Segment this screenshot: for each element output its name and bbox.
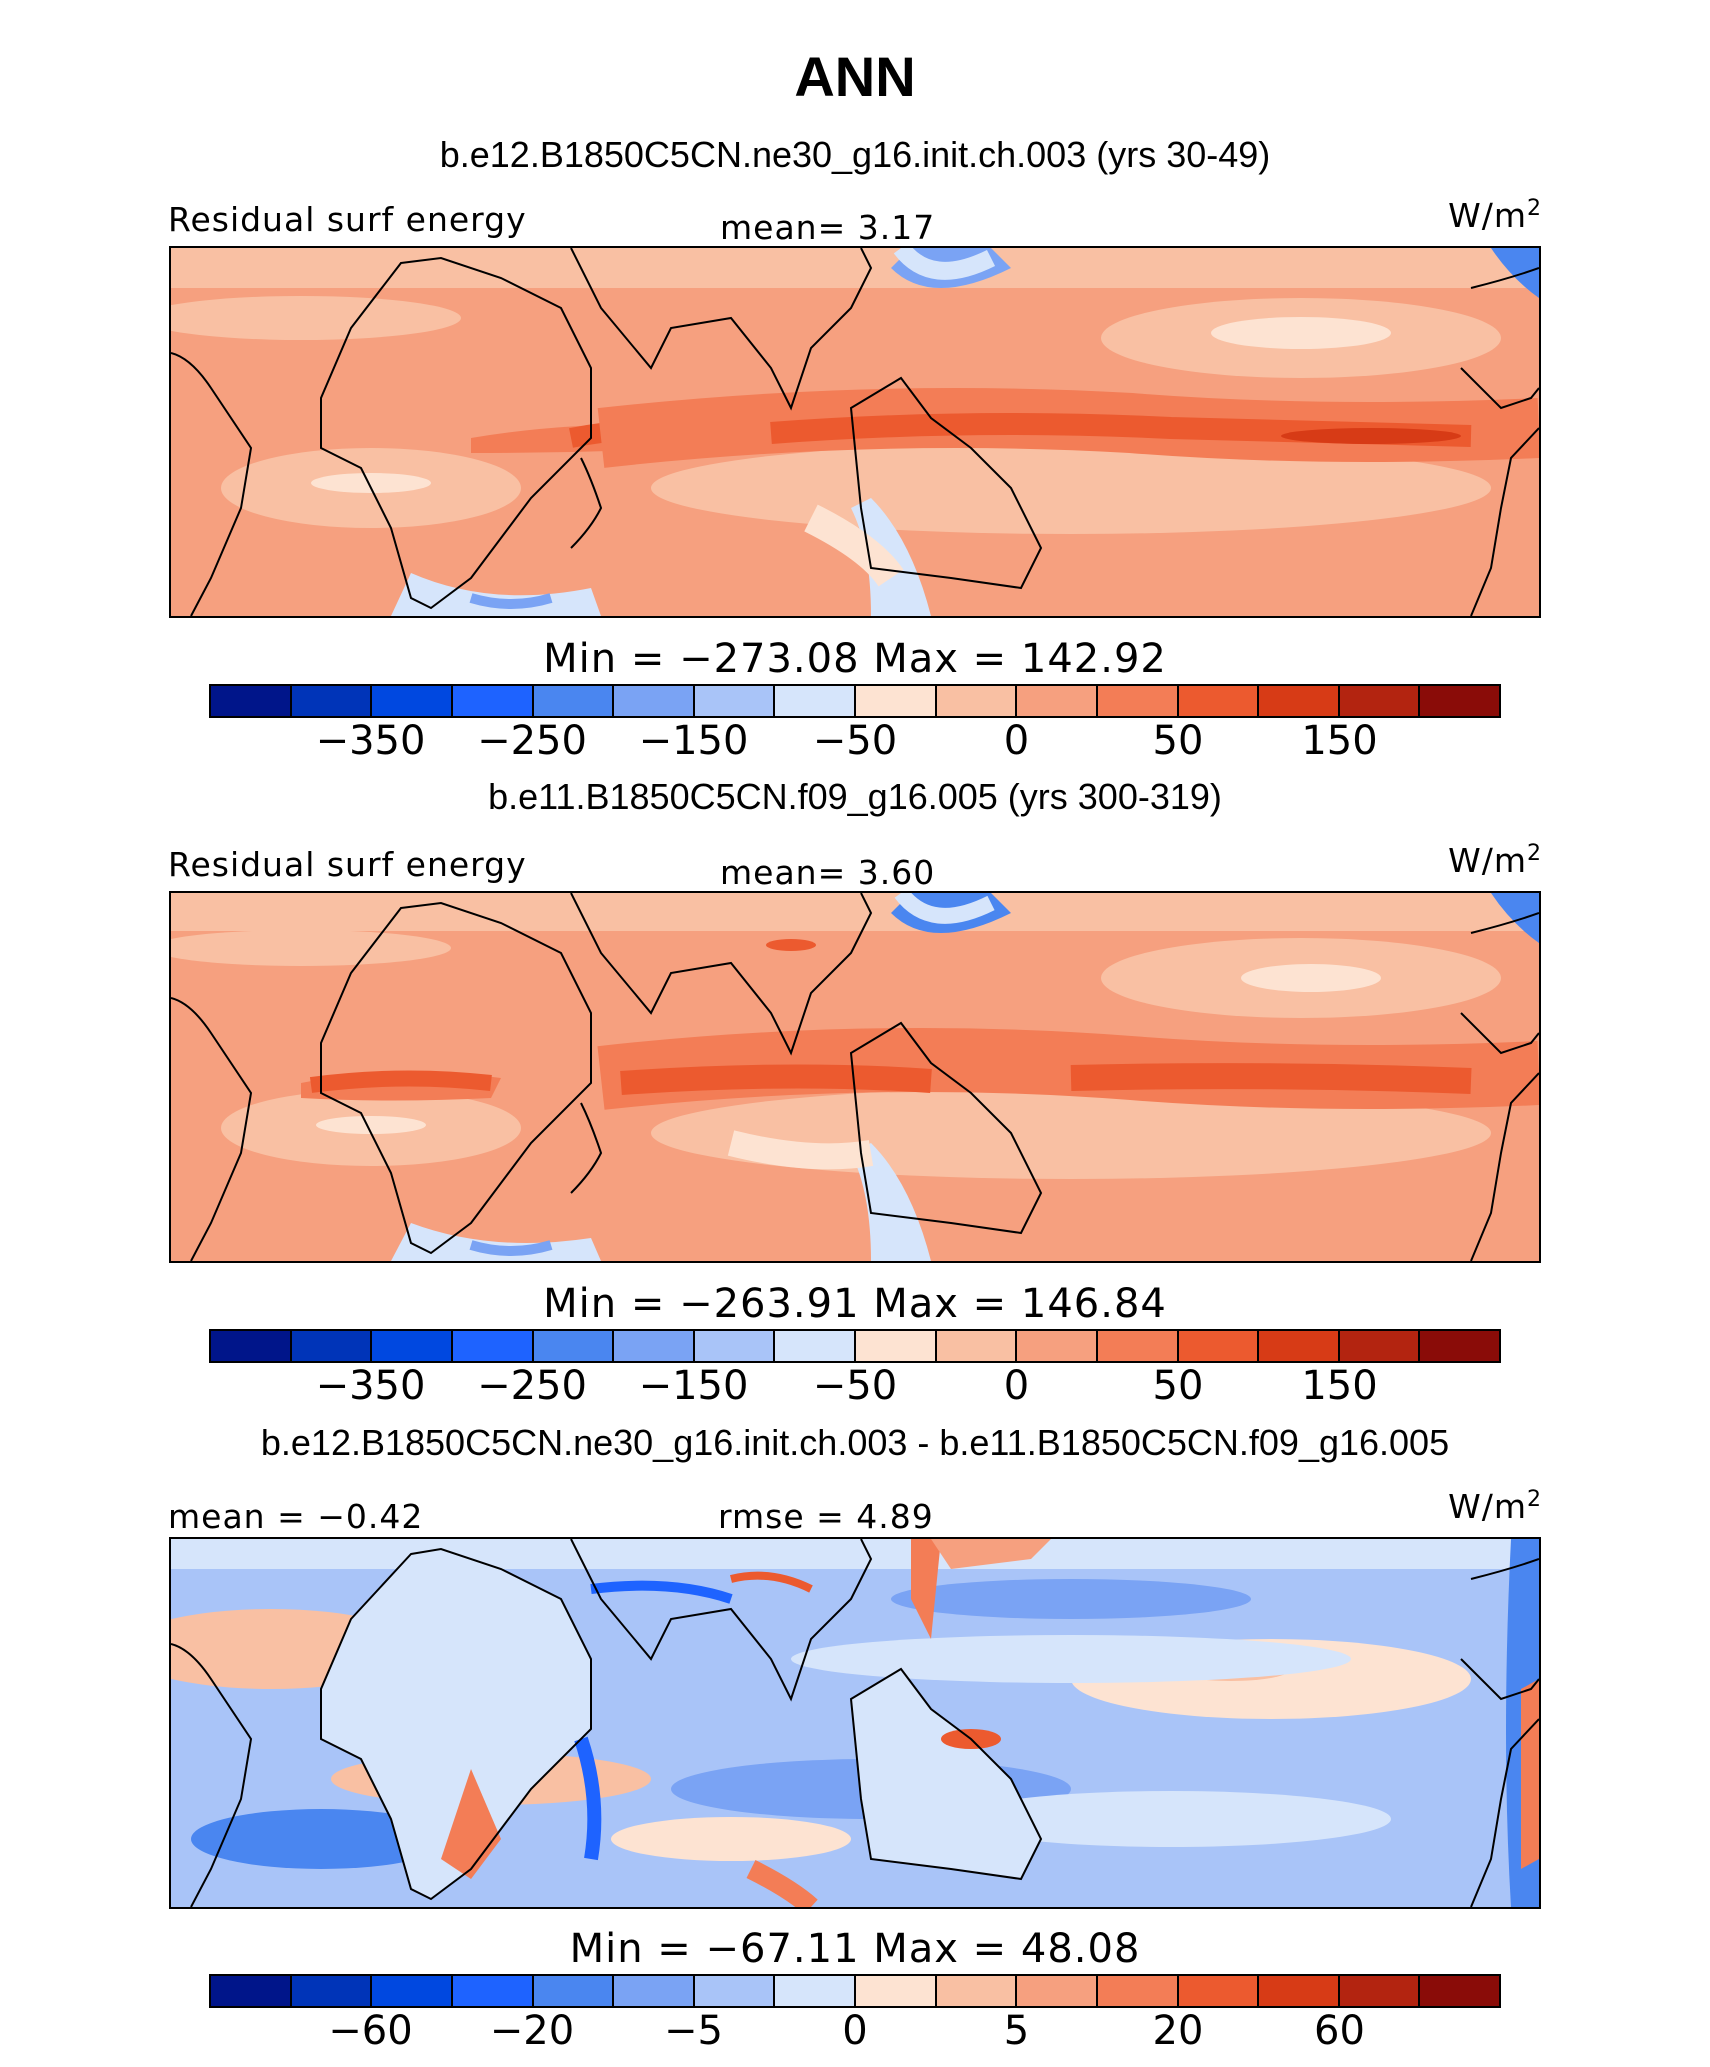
colorbar-swatch: [1178, 686, 1260, 716]
panel-3-colorbar: [209, 1974, 1501, 2008]
colorbar-swatch: [856, 1976, 937, 2006]
panel-1-minmax: Min = −273.08 Max = 142.92: [543, 636, 1167, 682]
colorbar-swatch: [372, 686, 453, 716]
colorbar-swatch: [452, 1331, 534, 1361]
colorbar-swatch: [614, 1331, 695, 1361]
colorbar-swatch: [1259, 1976, 1340, 2006]
colorbar-swatch: [694, 686, 776, 716]
panel-1-colorbar-ticks: −350 −250 −150 −50 0 50 150: [209, 718, 1501, 768]
colorbar-swatch: [1420, 686, 1499, 716]
colorbar-tick-label: 0: [1003, 1363, 1030, 1409]
colorbar-tick-label: 150: [1301, 1363, 1378, 1409]
colorbar-swatch: [1097, 1331, 1179, 1361]
colorbar-tick-label: 0: [1003, 718, 1030, 764]
panel-3-rmse-label: rmse = 4.89: [718, 1497, 934, 1536]
colorbar-swatch: [1420, 1331, 1499, 1361]
colorbar-swatch: [291, 686, 373, 716]
panel-3-case-title: b.e12.B1850C5CN.ne30_g16.init.ch.003 - b…: [260, 1422, 1450, 1463]
colorbar-swatch: [291, 1976, 373, 2006]
colorbar-swatch: [1339, 1331, 1421, 1361]
colorbar-swatch: [533, 1976, 615, 2006]
colorbar-swatch: [1339, 1976, 1421, 2006]
colorbar-swatch: [1339, 686, 1421, 716]
panel-3-units: W/m2: [1448, 1487, 1542, 1526]
colorbar-swatch: [936, 1331, 1018, 1361]
colorbar-tick-label: 0: [842, 2008, 868, 2054]
colorbar-tick-label: 50: [1152, 1363, 1204, 1409]
colorbar-swatch: [291, 1331, 373, 1361]
panel-2-field: [171, 893, 1539, 1261]
panel-1-units: W/m2: [1448, 196, 1542, 235]
colorbar-tick-label: 20: [1152, 2008, 1204, 2054]
colorbar-tick-label: −150: [638, 1363, 749, 1409]
colorbar-swatch: [1017, 1976, 1098, 2006]
panel-1-mean-label: mean= 3.17: [720, 208, 936, 247]
panel-1-map: [169, 246, 1541, 618]
colorbar-swatch: [1259, 1331, 1340, 1361]
colorbar-swatch: [856, 686, 937, 716]
panel-3-mean-label: mean = −0.42: [168, 1497, 424, 1536]
panel-1-variable-label: Residual surf energy: [168, 200, 527, 239]
panel-3-field: [171, 1539, 1539, 1907]
colorbar-swatch: [936, 1976, 1018, 2006]
panel-2-minmax: Min = −263.91 Max = 146.84: [543, 1281, 1167, 1327]
colorbar-tick-label: 150: [1301, 718, 1378, 764]
colorbar-swatch: [1017, 1331, 1098, 1361]
panel-2-colorbar: [209, 1329, 1501, 1363]
colorbar-tick-label: −250: [477, 718, 587, 764]
colorbar-tick-label: 5: [1003, 2008, 1030, 2054]
panel-3-colorbar-ticks: −60 −20 −5 0 5 20 60: [209, 2008, 1501, 2058]
colorbar-swatch: [452, 1976, 534, 2006]
colorbar-swatch: [211, 1976, 292, 2006]
colorbar-swatch: [775, 1331, 856, 1361]
panel-3-map: [169, 1537, 1541, 1909]
colorbar-tick-label: −20: [489, 2008, 575, 2054]
panel-1-colorbar: [209, 684, 1501, 718]
panel-3-minmax: Min = −67.11 Max = 48.08: [569, 1926, 1141, 1972]
panel-2-colorbar-ticks: −350 −250 −150 −50 0 50 150: [209, 1363, 1501, 1413]
colorbar-swatch: [694, 1331, 776, 1361]
colorbar-tick-label: −50: [812, 718, 898, 764]
colorbar-swatch: [614, 686, 695, 716]
main-title: ANN: [794, 45, 916, 108]
colorbar-swatch: [372, 1976, 453, 2006]
panel-1-case-title: b.e12.B1850C5CN.ne30_g16.init.ch.003 (yr…: [439, 134, 1271, 175]
panel-1-field: [171, 248, 1539, 616]
colorbar-swatch: [533, 686, 615, 716]
colorbar-tick-label: −60: [328, 2008, 413, 2054]
colorbar-swatch: [533, 1331, 615, 1361]
colorbar-tick-label: 50: [1152, 718, 1204, 764]
panel-2-units: W/m2: [1448, 841, 1542, 880]
colorbar-swatch: [1097, 686, 1179, 716]
colorbar-tick-label: −250: [477, 1363, 587, 1409]
colorbar-swatch: [694, 1976, 776, 2006]
panel-2-variable-label: Residual surf energy: [168, 845, 527, 884]
colorbar-swatch: [452, 686, 534, 716]
panel-2-mean-label: mean= 3.60: [720, 853, 936, 892]
panel-2-case-title: b.e11.B1850C5CN.f09_g16.005 (yrs 300-319…: [488, 776, 1222, 817]
colorbar-tick-label: −350: [315, 718, 426, 764]
colorbar-tick-label: −150: [638, 718, 749, 764]
colorbar-swatch: [1178, 1331, 1260, 1361]
colorbar-swatch: [1178, 1976, 1260, 2006]
colorbar-swatch: [614, 1976, 695, 2006]
colorbar-swatch: [1420, 1976, 1499, 2006]
colorbar-swatch: [1097, 1976, 1179, 2006]
colorbar-swatch: [372, 1331, 453, 1361]
colorbar-swatch: [1259, 686, 1340, 716]
colorbar-swatch: [211, 686, 292, 716]
colorbar-swatch: [775, 1976, 856, 2006]
colorbar-tick-label: −350: [315, 1363, 426, 1409]
colorbar-swatch: [775, 686, 856, 716]
colorbar-tick-label: 60: [1314, 2008, 1365, 2054]
colorbar-swatch: [211, 1331, 292, 1361]
colorbar-swatch: [936, 686, 1018, 716]
colorbar-tick-label: −5: [664, 2008, 723, 2054]
colorbar-tick-label: −50: [812, 1363, 898, 1409]
panel-2-map: [169, 891, 1541, 1263]
colorbar-swatch: [1017, 686, 1098, 716]
colorbar-swatch: [856, 1331, 937, 1361]
